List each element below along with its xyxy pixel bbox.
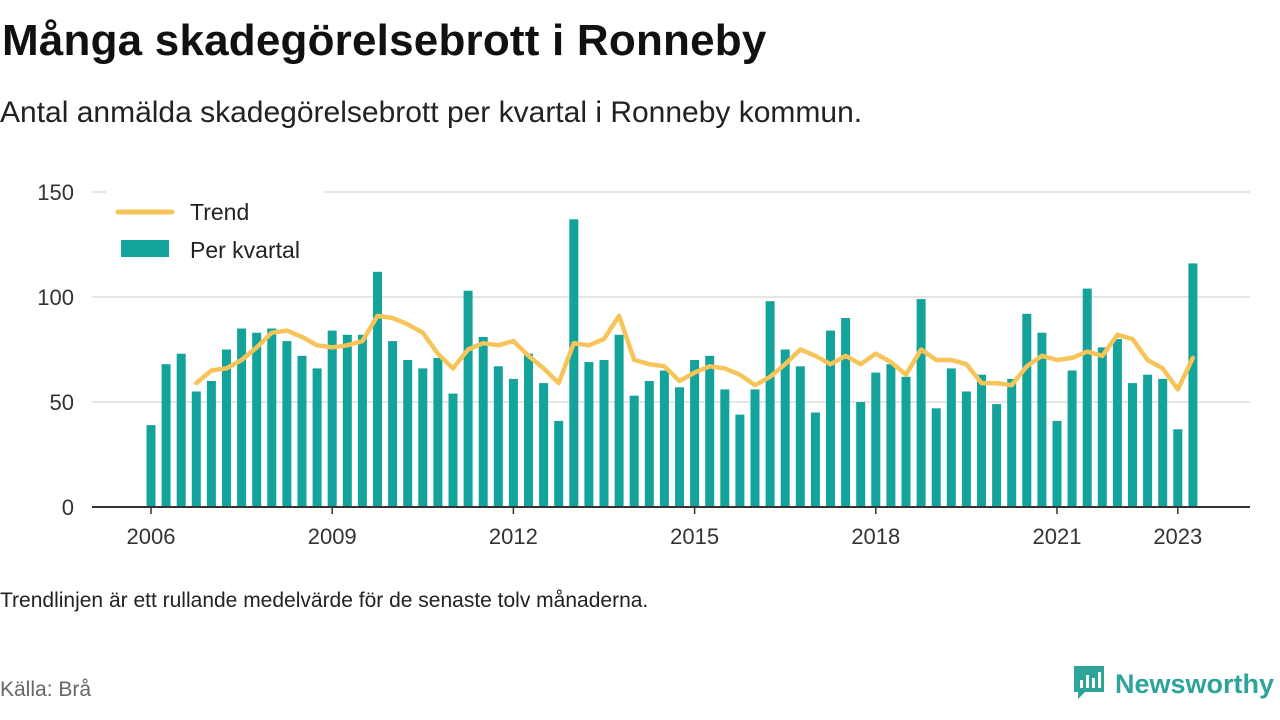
bar-2011Q3	[478, 336, 488, 507]
bar-2016Q2	[765, 301, 775, 507]
bar-2022Q1	[1112, 339, 1122, 507]
bar-2015Q4	[735, 414, 745, 507]
bar-2017Q3	[841, 318, 851, 507]
bar-2015Q1	[690, 360, 700, 507]
source-label: Källa: Brå	[0, 678, 92, 701]
bar-2006Q2	[161, 364, 171, 507]
legend-swatch-per-kvartal	[121, 240, 169, 257]
bar-2019Q2	[946, 368, 956, 507]
bar-2018Q1	[871, 372, 881, 507]
newsworthy-logo-icon	[1071, 663, 1107, 706]
bar-2014Q1	[629, 395, 639, 507]
bar-2013Q4	[614, 334, 624, 507]
bar-2012Q1	[508, 378, 518, 507]
bar-2011Q2	[463, 290, 473, 507]
bar-2021Q1	[1052, 420, 1062, 507]
bar-2020Q3	[1022, 313, 1032, 507]
x-tick-label: 2021	[1033, 524, 1082, 549]
bar-2007Q4	[252, 332, 262, 507]
bar-2012Q3	[539, 383, 549, 507]
bar-2009Q1	[327, 330, 337, 507]
bar-2017Q4	[856, 402, 866, 507]
bar-2020Q1	[992, 404, 1002, 507]
bar-2020Q4	[1037, 332, 1047, 507]
axes: 0 50 100 150 2006 2009 2012 2015 2018 2021 2023	[37, 180, 1250, 549]
bar-2006Q1	[146, 425, 156, 507]
bar-2015Q2	[705, 355, 715, 507]
bar-2015Q3	[720, 389, 730, 507]
bar-2016Q4	[795, 366, 805, 507]
bar-2010Q2	[403, 360, 413, 507]
bar-2006Q3	[176, 353, 186, 507]
trend-series	[194, 313, 1196, 392]
legend: Trend Per kvartal	[106, 188, 324, 276]
bar-2014Q3	[659, 370, 669, 507]
bar-2022Q2	[1128, 383, 1137, 507]
bar-2012Q4	[554, 420, 564, 507]
bar-2017Q2	[826, 330, 835, 507]
bar-2013Q3	[599, 360, 609, 507]
bar-2019Q1	[931, 408, 941, 507]
legend-background	[106, 188, 324, 276]
y-tick-label: 50	[50, 390, 74, 415]
bar-2017Q1	[810, 412, 820, 507]
bar-2016Q1	[750, 389, 760, 507]
bar-2010Q3	[418, 368, 428, 507]
chart-subtitle: Antal anmälda skadegörelsebrott per kvar…	[0, 96, 863, 129]
x-tick-label: 2009	[308, 524, 357, 549]
bar-2007Q3	[237, 328, 247, 507]
bar-2013Q1	[569, 219, 579, 508]
x-tick-label: 2015	[670, 524, 719, 549]
trend-line	[194, 313, 1196, 392]
bar-2009Q4	[373, 271, 382, 507]
bar-2019Q4	[977, 374, 986, 507]
bar-2009Q3	[357, 334, 367, 507]
bar-2021Q4	[1097, 347, 1107, 507]
x-tick-label: 2012	[489, 524, 538, 549]
bar-2018Q2	[886, 364, 896, 507]
x-tick-label: 2018	[851, 524, 900, 549]
brand-logo: Newsworthy	[1071, 664, 1274, 704]
bar-2014Q4	[675, 387, 684, 507]
legend-label-trend: Trend	[190, 199, 249, 225]
y-tick-label: 100	[37, 285, 74, 310]
y-tick-label: 0	[62, 495, 74, 520]
bar-2023Q1	[1173, 429, 1183, 507]
y-tick-label: 150	[37, 180, 74, 205]
bar-2007Q1	[206, 381, 216, 507]
bar-2020Q2	[1007, 378, 1017, 507]
bar-2009Q2	[342, 334, 352, 507]
bar-2008Q3	[297, 355, 307, 507]
bar-2021Q2	[1067, 370, 1077, 507]
bar-2008Q2	[282, 341, 292, 507]
x-tick-label: 2023	[1153, 524, 1202, 549]
bar-2023Q2	[1188, 263, 1198, 507]
footnote: Trendlinjen är ett rullande medelvärde f…	[0, 589, 649, 612]
bar-2018Q3	[901, 376, 911, 507]
bar-2007Q2	[222, 349, 231, 507]
bar-2008Q1	[267, 328, 277, 507]
bar-2011Q1	[448, 393, 458, 507]
bar-2011Q4	[493, 366, 503, 507]
bar-2012Q2	[524, 353, 533, 507]
bar-2010Q4	[433, 357, 443, 507]
brand-name: Newsworthy	[1114, 668, 1274, 699]
bar-2022Q3	[1143, 374, 1153, 507]
bar-2019Q3	[961, 391, 971, 507]
bar-2010Q1	[388, 341, 398, 507]
bar-2014Q2	[644, 381, 654, 507]
bar-2022Q4	[1158, 378, 1168, 507]
bar-2008Q4	[312, 368, 322, 507]
bar-2013Q2	[584, 362, 594, 507]
bar-series	[146, 219, 1198, 508]
bar-2018Q4	[916, 299, 926, 507]
bar-2016Q3	[780, 349, 790, 507]
legend-label-per-kvartal: Per kvartal	[190, 237, 300, 263]
bar-2021Q3	[1082, 288, 1092, 507]
x-tick-label: 2006	[127, 524, 176, 549]
bar-2006Q4	[191, 391, 201, 507]
chart-title: Många skadegörelsebrott i Ronneby	[2, 16, 767, 65]
